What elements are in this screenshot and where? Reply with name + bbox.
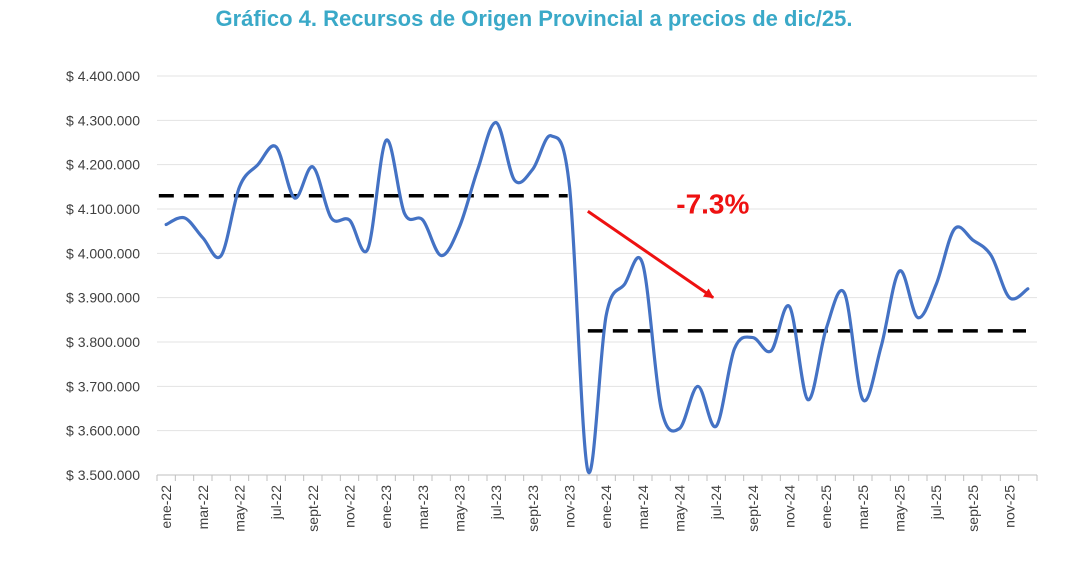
y-tick-label: $ 3.700.000 xyxy=(66,378,140,394)
x-tick-label: ene-25 xyxy=(818,485,834,529)
x-tick-label: nov-24 xyxy=(782,485,798,528)
x-tick-label: sept-24 xyxy=(745,485,761,532)
decline-arrow xyxy=(586,209,715,299)
x-tick-label: mar-23 xyxy=(415,485,431,530)
gridlines xyxy=(157,75,1037,432)
annotations: -7.3% xyxy=(586,188,750,299)
x-tick-label: mar-25 xyxy=(855,485,871,530)
x-tick-label: ene-24 xyxy=(598,485,614,529)
x-tick-label: sept-22 xyxy=(305,485,321,532)
x-tick-label: sept-25 xyxy=(965,485,981,532)
x-tick-label: nov-23 xyxy=(562,485,578,528)
y-tick-label: $ 3.600.000 xyxy=(66,423,140,439)
y-tick-label: $ 3.900.000 xyxy=(66,290,140,306)
reference-lines xyxy=(158,193,1026,333)
chart-title: Gráfico 4. Recursos de Origen Provincial… xyxy=(215,6,853,31)
y-tick-label: $ 3.800.000 xyxy=(66,334,140,350)
x-tick-label: ene-22 xyxy=(158,485,174,529)
y-tick-label: $ 4.100.000 xyxy=(66,201,140,217)
y-tick-label: $ 4.400.000 xyxy=(66,68,140,84)
axes xyxy=(156,474,1038,481)
x-tick-label: may-24 xyxy=(672,485,688,532)
x-tick-label: ene-23 xyxy=(378,485,394,529)
x-tick-label: jul-25 xyxy=(928,485,944,520)
y-tick-label: $ 4.000.000 xyxy=(66,245,140,261)
y-tick-label: $ 4.300.000 xyxy=(66,112,140,128)
x-tick-labels: ene-22 mar-22 may-22 jul-22 sept-22 nov-22 ene… xyxy=(158,485,1017,532)
x-tick-label: jul-24 xyxy=(708,485,724,520)
x-tick-label: may-22 xyxy=(232,485,248,532)
x-tick-label: mar-24 xyxy=(635,485,651,530)
series-line xyxy=(164,120,1030,475)
y-tick-label: $ 4.200.000 xyxy=(66,157,140,173)
x-tick-label: may-23 xyxy=(452,485,468,532)
y-tick-label: $ 3.500.000 xyxy=(66,467,140,483)
x-tick-label: nov-22 xyxy=(342,485,358,528)
x-tick-label: nov-25 xyxy=(1002,485,1018,528)
x-tick-label: sept-23 xyxy=(525,485,541,532)
x-tick-label: may-25 xyxy=(892,485,908,532)
y-tick-labels: $ 3.500.000 $ 3.600.000 $ 3.700.000 $ 3.800… xyxy=(66,68,140,483)
series xyxy=(164,120,1030,475)
decline-annotation: -7.3% xyxy=(676,188,749,219)
x-tick-label: jul-22 xyxy=(268,485,284,520)
x-tick-label: jul-23 xyxy=(488,485,504,520)
x-tick-label: mar-22 xyxy=(195,485,211,530)
